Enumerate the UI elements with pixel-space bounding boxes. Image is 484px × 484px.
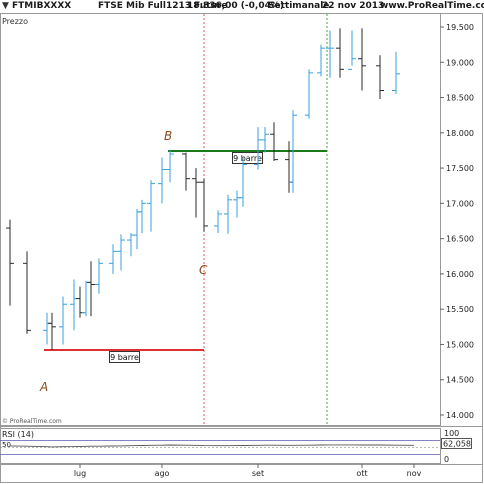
price-panel-border xyxy=(0,13,441,426)
ohlc-bar xyxy=(109,244,117,274)
y-tick-label: 15.500 xyxy=(446,305,474,314)
y-tick-label: 14.500 xyxy=(446,376,474,385)
ohlc-bar xyxy=(336,28,344,78)
ohlc-bar xyxy=(133,209,141,250)
rsi-tick-0: 0 xyxy=(444,455,449,464)
ohlc-series xyxy=(6,28,400,351)
x-tick-label: ott xyxy=(356,469,367,478)
ohlc-bar xyxy=(70,279,78,331)
ohlc-bar xyxy=(233,190,241,218)
ohlc-bar xyxy=(192,168,200,218)
count-label-2: 9 barre xyxy=(233,154,262,163)
site-link[interactable]: www.ProRealTime.com xyxy=(380,1,484,11)
ohlc-bar xyxy=(261,127,269,153)
y-tick-label: 18.000 xyxy=(446,129,474,138)
ohlc-bar xyxy=(239,157,247,207)
outer-border xyxy=(0,13,483,483)
wave-label-a: A xyxy=(39,380,48,394)
last-price: 18.836,00 (-0,04%) xyxy=(187,1,284,11)
count-box-1 xyxy=(109,351,140,363)
copyright-label: © ProRealTime.com xyxy=(2,418,62,425)
time-axis: lug ago set ott nov xyxy=(74,464,422,478)
rsi-value-label: 62,058 xyxy=(443,440,471,449)
y-tick-label: 16.000 xyxy=(446,270,474,279)
ohlc-bar xyxy=(48,312,56,351)
count-label-1: 9 barre xyxy=(110,353,139,362)
ohlc-bar xyxy=(358,28,366,91)
rsi-line xyxy=(9,444,415,448)
instrument-symbol: FTMIBXXXX xyxy=(12,1,72,11)
instrument-name: FTSE Mib Full1213 Future xyxy=(98,1,228,11)
ohlc-bar xyxy=(376,55,384,99)
rsi-label: RSI (14) xyxy=(2,430,34,439)
ohlc-bar xyxy=(6,219,14,306)
ohlc-bar xyxy=(200,178,208,232)
x-tick-label: set xyxy=(252,469,264,478)
y-tick-label: 17.000 xyxy=(446,199,474,208)
ohlc-bar xyxy=(289,110,297,193)
ohlc-bar xyxy=(95,258,103,294)
price-axis: 14.000 14.500 15.000 15.500 16.000 16.500 17.0… xyxy=(440,23,474,420)
ohlc-bar xyxy=(214,210,222,233)
ohlc-bar xyxy=(23,251,31,334)
ohlc-bar xyxy=(285,141,293,193)
ohlc-bar xyxy=(127,232,135,257)
rsi-value-box xyxy=(441,438,472,449)
ohlc-bar xyxy=(43,312,51,345)
chart-date: 22 nov 2013 xyxy=(322,1,385,11)
ohlc-bar xyxy=(147,180,155,232)
wave-label-c: C xyxy=(199,263,208,277)
ohlc-bar xyxy=(166,149,174,183)
ohlc-bar xyxy=(317,44,325,77)
y-tick-label: 19.000 xyxy=(446,58,474,67)
ohlc-bar xyxy=(82,280,90,317)
wave-label-b: B xyxy=(164,129,172,143)
ohlc-bar xyxy=(326,30,334,78)
y-tick-label: 15.000 xyxy=(446,340,474,349)
y-tick-label: 17.500 xyxy=(446,164,474,173)
y-tick-label: 14.000 xyxy=(446,411,474,420)
y-tick-label: 18.500 xyxy=(446,94,474,103)
count-box-2 xyxy=(232,152,263,164)
annotation-layer: 9 barre 9 barre A B C xyxy=(39,14,328,426)
ohlc-bar xyxy=(182,152,190,191)
ohlc-bar xyxy=(158,157,166,204)
rsi-level-label: 50 xyxy=(2,441,11,449)
ohlc-bar xyxy=(305,69,313,119)
ohlc-bar xyxy=(348,30,356,70)
y-tick-label: 16.500 xyxy=(446,235,474,244)
x-tick-label: lug xyxy=(74,469,86,478)
x-tick-label: ago xyxy=(155,469,170,478)
ohlc-bar xyxy=(59,296,67,345)
timeframe: Settimanale xyxy=(268,1,330,11)
ohlc-bar xyxy=(87,261,95,317)
rsi-tick-100: 100 xyxy=(444,429,459,438)
y-tick-label: 19.500 xyxy=(446,23,474,32)
ohlc-bar xyxy=(224,194,232,234)
ohlc-bar xyxy=(392,51,400,95)
ohlc-bar xyxy=(117,234,125,271)
ohlc-bar xyxy=(138,199,146,233)
price-panel-label: Prezzo xyxy=(2,17,28,26)
rsi-panel-border xyxy=(0,428,441,464)
collapse-arrow-icon[interactable]: ▼ xyxy=(2,1,9,11)
ohlc-bar xyxy=(270,122,278,162)
x-tick-label: nov xyxy=(407,469,422,478)
